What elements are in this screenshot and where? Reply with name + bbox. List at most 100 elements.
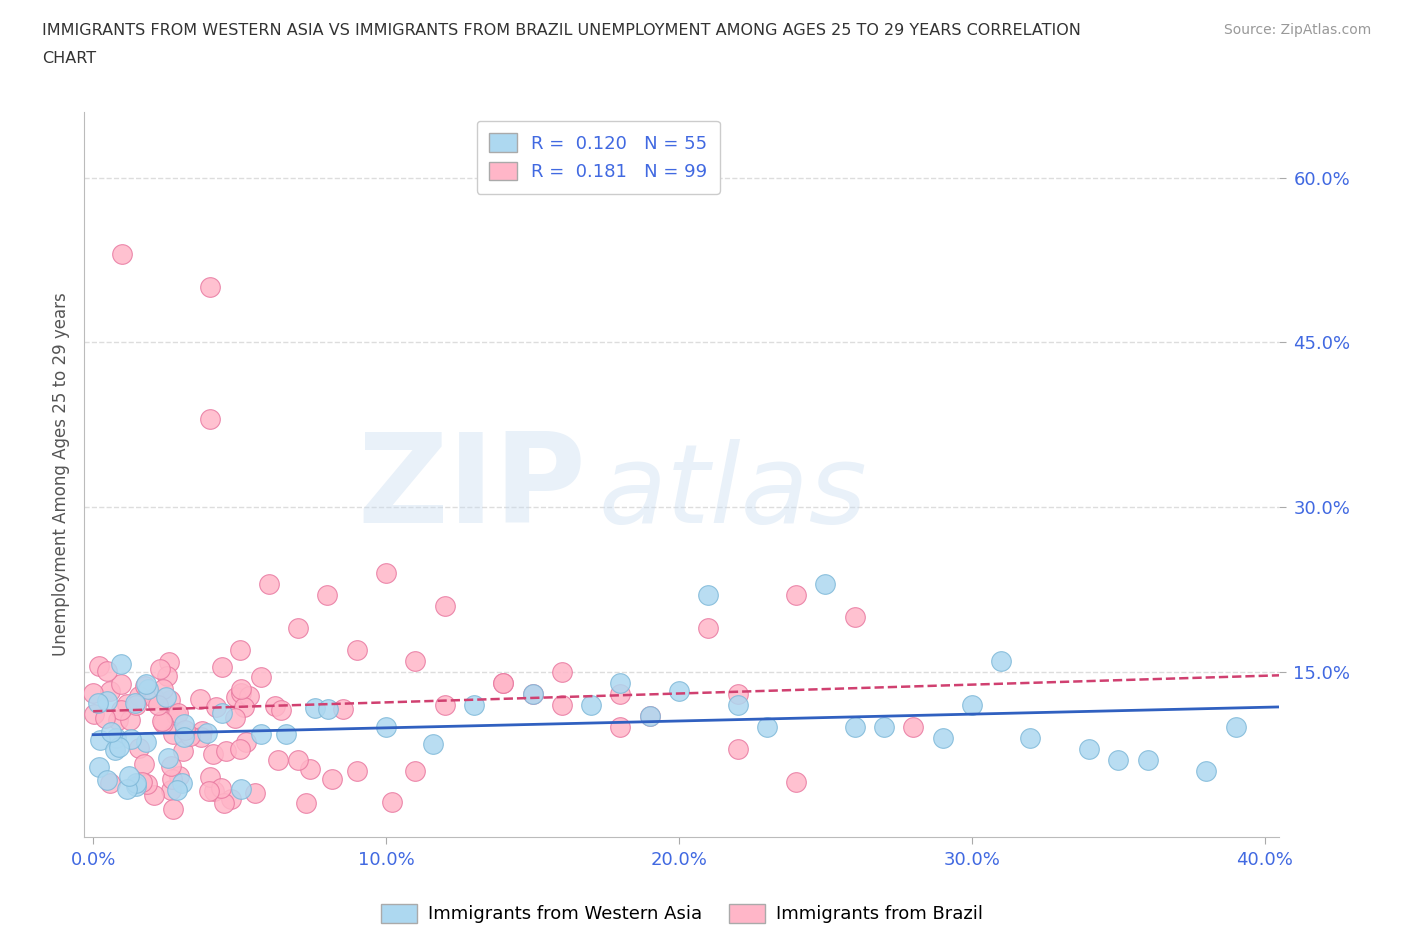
Point: [332, 701, 354, 716]
Point: [346, 764, 368, 778]
Point: [172, 744, 194, 759]
Point: [264, 698, 287, 713]
Point: [609, 720, 631, 735]
Point: [249, 669, 271, 684]
Point: [1078, 741, 1101, 756]
Point: [785, 588, 807, 603]
Point: [136, 681, 159, 696]
Point: [346, 643, 368, 658]
Point: [157, 751, 180, 765]
Point: [165, 708, 187, 723]
Point: [89, 733, 111, 748]
Point: [162, 726, 184, 741]
Point: [170, 775, 193, 790]
Point: [755, 720, 778, 735]
Point: [94, 711, 117, 725]
Point: [668, 684, 690, 698]
Point: [131, 775, 153, 790]
Point: [249, 727, 271, 742]
Point: [148, 698, 170, 712]
Point: [267, 753, 290, 768]
Point: [128, 688, 150, 703]
Point: [433, 599, 456, 614]
Point: [211, 781, 233, 796]
Point: [159, 693, 181, 708]
Point: [115, 782, 138, 797]
Point: [111, 247, 134, 262]
Point: [287, 620, 309, 635]
Point: [1225, 720, 1247, 735]
Point: [844, 720, 866, 735]
Point: [1136, 752, 1159, 767]
Point: [167, 768, 190, 783]
Point: [960, 698, 983, 712]
Point: [152, 682, 174, 697]
Point: [197, 784, 219, 799]
Point: [125, 778, 148, 793]
Point: [294, 796, 316, 811]
Text: Source: ZipAtlas.com: Source: ZipAtlas.com: [1223, 23, 1371, 37]
Point: [87, 659, 110, 674]
Point: [204, 784, 226, 799]
Point: [211, 706, 233, 721]
Text: IMMIGRANTS FROM WESTERN ASIA VS IMMIGRANTS FROM BRAZIL UNEMPLOYMENT AMONG AGES 2: IMMIGRANTS FROM WESTERN ASIA VS IMMIGRAN…: [42, 23, 1081, 38]
Point: [98, 684, 121, 698]
Point: [697, 588, 720, 603]
Point: [579, 698, 602, 712]
Point: [318, 701, 340, 716]
Point: [156, 669, 179, 684]
Point: [191, 724, 214, 738]
Point: [87, 760, 110, 775]
Point: [173, 729, 195, 744]
Point: [522, 686, 544, 701]
Point: [118, 768, 141, 783]
Text: ZIP: ZIP: [357, 429, 586, 550]
Point: [110, 677, 132, 692]
Point: [87, 696, 110, 711]
Point: [727, 686, 749, 701]
Point: [990, 654, 1012, 669]
Point: [136, 777, 159, 791]
Point: [609, 686, 631, 701]
Point: [205, 699, 228, 714]
Point: [316, 588, 339, 603]
Point: [190, 729, 212, 744]
Point: [188, 692, 211, 707]
Point: [124, 696, 146, 711]
Point: [120, 712, 142, 727]
Point: [142, 787, 165, 802]
Point: [522, 686, 544, 701]
Point: [120, 732, 142, 747]
Point: [228, 643, 250, 658]
Point: [117, 697, 139, 711]
Point: [225, 689, 247, 704]
Point: [198, 769, 221, 784]
Point: [159, 782, 181, 797]
Point: [201, 746, 224, 761]
Point: [404, 654, 426, 669]
Point: [238, 689, 260, 704]
Point: [404, 764, 426, 778]
Point: [200, 412, 222, 427]
Point: [134, 756, 156, 771]
Point: [381, 794, 404, 809]
Point: [492, 676, 515, 691]
Point: [107, 713, 129, 728]
Point: [96, 773, 118, 788]
Point: [160, 759, 183, 774]
Point: [197, 726, 219, 741]
Point: [321, 772, 343, 787]
Point: [157, 655, 180, 670]
Legend: Immigrants from Western Asia, Immigrants from Brazil: Immigrants from Western Asia, Immigrants…: [374, 897, 990, 930]
Point: [125, 698, 148, 712]
Point: [179, 728, 201, 743]
Point: [110, 658, 132, 672]
Point: [257, 577, 280, 591]
Point: [219, 791, 242, 806]
Point: [231, 781, 253, 796]
Point: [243, 786, 266, 801]
Point: [110, 703, 132, 718]
Point: [173, 723, 195, 737]
Point: [931, 731, 953, 746]
Point: [98, 776, 121, 790]
